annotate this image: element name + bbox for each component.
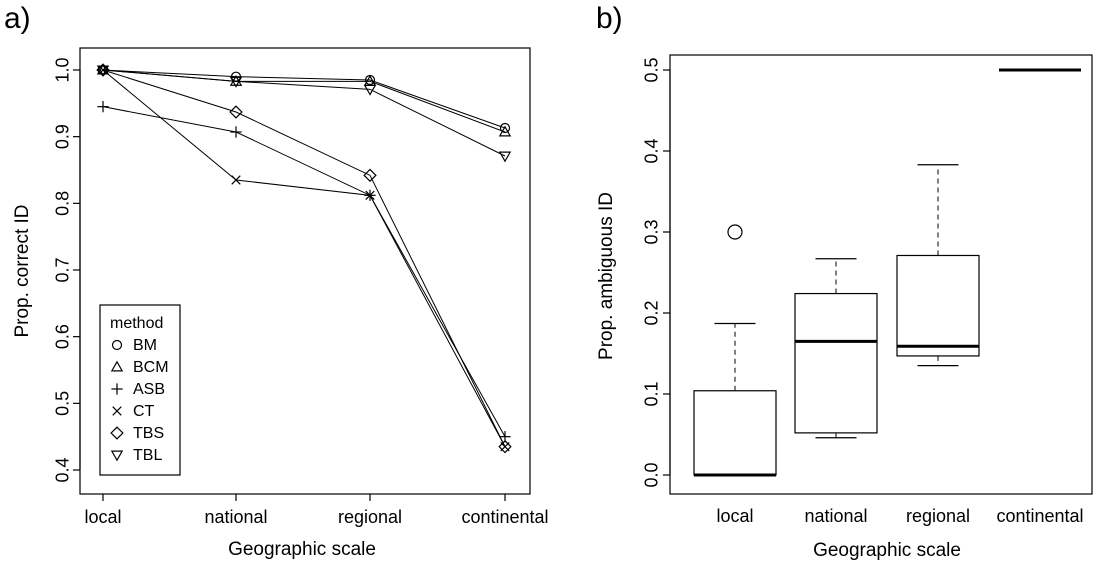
y-tick-label: 0.1 xyxy=(641,381,661,406)
series-line-bm xyxy=(102,69,506,129)
panel-b-plot-frame xyxy=(669,54,1093,495)
point-ct-national xyxy=(231,175,241,185)
legend-marker-asb xyxy=(111,383,123,395)
legend-label-bcm: BCM xyxy=(133,359,169,376)
box-rect xyxy=(693,390,777,476)
x-tick-label-continental: continental xyxy=(996,506,1083,526)
legend-label-bm: BM xyxy=(133,337,157,354)
legend-marker-tbl xyxy=(110,450,124,462)
legend-title: method xyxy=(110,315,163,332)
point-bcm-national xyxy=(229,74,243,86)
y-tick-label: 1.0 xyxy=(52,57,72,82)
panel-a-legend: method BM BCM ASB CT TBS TBL xyxy=(99,304,181,476)
outlier-point xyxy=(727,224,743,240)
panel-b-boxes xyxy=(693,68,1081,477)
y-tick-label: 0.0 xyxy=(641,462,661,487)
y-tick-label: 0.4 xyxy=(641,138,661,163)
legend-marker-bcm xyxy=(110,360,124,372)
point-tbl-local xyxy=(96,65,110,77)
legend-marker-bm xyxy=(111,339,123,351)
point-tbl-national xyxy=(229,76,243,88)
point-bm-continental xyxy=(499,122,511,134)
point-tbs-national xyxy=(229,105,243,119)
panel-b-label: b) xyxy=(596,2,623,35)
x-tick-label-local: local xyxy=(84,507,121,527)
series-line-ct xyxy=(102,69,506,447)
legend-marker-ct xyxy=(112,406,122,416)
series-line-tbl xyxy=(102,69,506,157)
y-tick-label: 0.3 xyxy=(641,219,661,244)
y-tick-label: 0.7 xyxy=(52,257,72,282)
y-tick-label: 0.9 xyxy=(52,124,72,149)
point-tbl-regional xyxy=(363,84,377,96)
panel-b-y-axis-title: Prop. ambiguous ID xyxy=(596,192,617,360)
box-rect xyxy=(896,254,980,357)
panel-a-series-lines xyxy=(102,69,506,447)
series-line-bcm xyxy=(102,69,506,133)
point-ct-regional xyxy=(365,190,375,201)
point-tbs-regional xyxy=(363,168,377,183)
legend-label-tbs: TBS xyxy=(133,425,164,442)
panel-b-x-axis: local national regional continental xyxy=(716,506,1083,526)
y-tick-label: 0.5 xyxy=(52,391,72,416)
panel-a-line-chart: a) 0.4 0.5 0.6 0.7 0.8 0.9 1.0 local national re… xyxy=(4,2,549,560)
x-tick-label-continental: continental xyxy=(461,507,548,527)
y-tick-label: 0.5 xyxy=(641,57,661,82)
legend-marker-tbs xyxy=(110,426,124,440)
x-tick-label-regional: regional xyxy=(338,507,402,527)
box-rect xyxy=(794,292,878,434)
box-regional xyxy=(896,164,980,367)
panel-b-x-axis-title: Geographic scale xyxy=(813,540,961,561)
point-tbl-continental xyxy=(498,151,512,163)
y-tick-label: 0.2 xyxy=(641,300,661,325)
point-bcm-local xyxy=(96,63,110,75)
point-tbs-continental xyxy=(498,439,512,454)
x-tick-label-regional: regional xyxy=(906,506,970,526)
series-line-tbs xyxy=(102,69,506,447)
point-bm-national xyxy=(230,71,242,82)
panel-a-x-axis: local national regional continental xyxy=(84,494,549,527)
panel-b-box-plot: b) 0.0 0.1 0.2 0.3 0.4 0.5 local national regio… xyxy=(596,2,1093,561)
point-asb-national xyxy=(230,126,242,138)
panel-a-y-axis: 0.4 0.5 0.6 0.7 0.8 0.9 1.0 xyxy=(52,57,81,483)
legend-items: BM BCM ASB CT TBS TBL xyxy=(110,337,169,464)
x-tick-label-national: national xyxy=(804,506,867,526)
point-bcm-continental xyxy=(498,125,512,137)
point-asb-local xyxy=(97,101,109,113)
x-tick-label-local: local xyxy=(716,506,753,526)
legend-label-ct: CT xyxy=(133,403,155,420)
panel-a-y-axis-title: Prop. correct ID xyxy=(12,204,33,337)
series-line-asb xyxy=(102,106,506,437)
panel-a-label: a) xyxy=(4,2,31,35)
panel-b-y-axis: 0.0 0.1 0.2 0.3 0.4 0.5 xyxy=(641,57,671,488)
box-local xyxy=(693,224,777,477)
y-tick-label: 0.8 xyxy=(52,191,72,216)
box-national xyxy=(794,258,878,439)
panel-a-data-points xyxy=(96,63,512,454)
legend-label-tbl: TBL xyxy=(133,447,162,464)
x-tick-label-national: national xyxy=(204,507,267,527)
legend-label-asb: ASB xyxy=(133,381,165,398)
y-tick-label: 0.6 xyxy=(52,324,72,349)
panel-a-x-axis-title: Geographic scale xyxy=(228,539,376,560)
legend-box xyxy=(99,304,181,476)
y-tick-label: 0.4 xyxy=(52,457,72,482)
